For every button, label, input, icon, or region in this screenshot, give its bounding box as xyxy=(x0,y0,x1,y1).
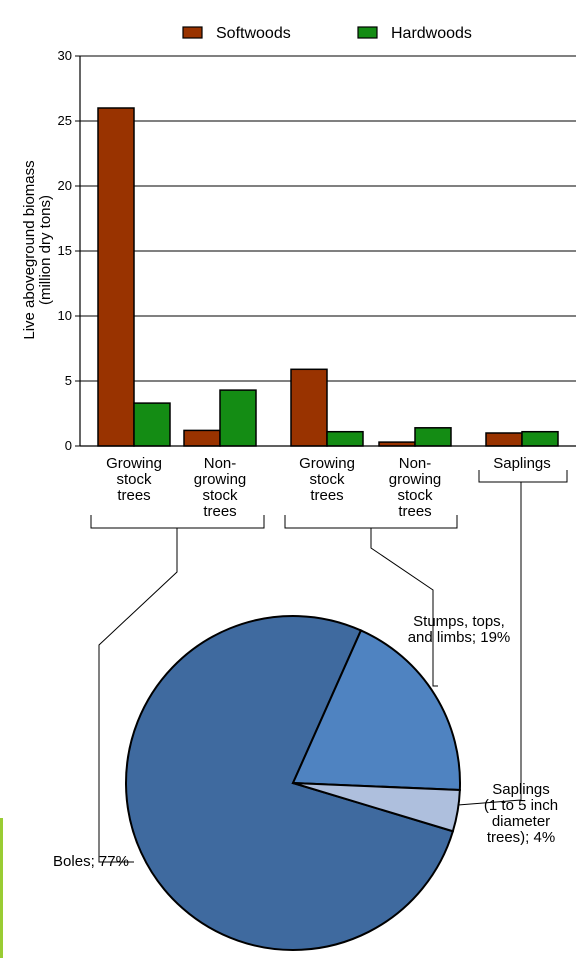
hardwoods-bar xyxy=(219,389,257,447)
hardwoods-bar xyxy=(414,427,452,447)
category-label: stock xyxy=(397,487,433,504)
pie-slice-label: diameter xyxy=(492,813,550,830)
hardwoods-bar xyxy=(326,430,364,447)
pie-labels: Boles; 77% Stumps, tops,and limbs; 19% Sap… xyxy=(53,613,558,870)
hardwoods-bar xyxy=(133,402,171,447)
category-label: Non- xyxy=(399,455,432,472)
axes xyxy=(79,56,576,447)
y-tick-label: 5 xyxy=(65,373,72,388)
category-brackets xyxy=(90,470,568,863)
softwoods-bar xyxy=(290,368,328,447)
category-label: Saplings xyxy=(493,455,551,472)
category-label: trees xyxy=(203,503,236,520)
pie-slice-label: Saplings xyxy=(492,781,550,798)
bars xyxy=(97,107,559,447)
category-label: stock xyxy=(202,487,238,504)
legend-label: Hardwoods xyxy=(391,25,472,42)
pie-slice-label: Boles; 77% xyxy=(53,853,129,870)
leader-line-boles xyxy=(98,528,178,863)
softwoods-bar xyxy=(183,429,221,447)
y-tick-label: 20 xyxy=(58,178,72,193)
y-tick-label: 10 xyxy=(58,308,72,323)
legend-swatch xyxy=(182,26,203,39)
legend-label: Softwoods xyxy=(216,25,291,42)
y-tick-label: 0 xyxy=(65,438,72,453)
y-tick-label: 15 xyxy=(58,243,72,258)
softwoods-bar xyxy=(97,107,135,447)
bracket-bole-group xyxy=(90,515,265,529)
hardwoods-bar xyxy=(521,430,559,447)
bracket-saplings xyxy=(478,470,568,483)
pie-slice-label: trees); 4% xyxy=(487,829,555,846)
gridlines xyxy=(75,55,576,447)
leader-line-stumps xyxy=(370,528,438,687)
pie-slice-label: and limbs; 19% xyxy=(408,629,511,646)
pie-slice-label: (1 to 5 inch xyxy=(484,797,558,814)
category-label: stock xyxy=(309,471,345,488)
y-tick-label: 25 xyxy=(58,113,72,128)
category-label: trees xyxy=(398,503,431,520)
leader-line-saplings xyxy=(457,482,522,806)
category-label: trees xyxy=(310,487,343,504)
pie-slice-label: Stumps, tops, xyxy=(413,613,505,630)
pie-slice xyxy=(292,782,461,833)
y-tick-labels: 0 5 10 15 20 25 30 xyxy=(58,48,72,453)
legend-swatch xyxy=(357,26,378,39)
y-axis-label: Live aboveground biomass(million dry ton… xyxy=(21,160,54,339)
side-accent-bar xyxy=(0,818,3,958)
pie-slice xyxy=(125,615,455,951)
category-label: stock xyxy=(116,471,152,488)
softwoods-bar xyxy=(485,432,523,447)
y-tick-label: 30 xyxy=(58,48,72,63)
legend: Softwoods Hardwoods xyxy=(182,25,472,42)
category-label: Non- xyxy=(204,455,237,472)
pie-slice xyxy=(291,629,461,792)
category-label: trees xyxy=(117,487,150,504)
category-label: Growing xyxy=(106,455,162,472)
pie-chart xyxy=(125,615,461,951)
category-label: growing xyxy=(389,471,442,488)
category-labels: GrowingstocktreesNon-growingstocktreesGr… xyxy=(106,455,551,520)
category-label: growing xyxy=(194,471,247,488)
category-label: Growing xyxy=(299,455,355,472)
